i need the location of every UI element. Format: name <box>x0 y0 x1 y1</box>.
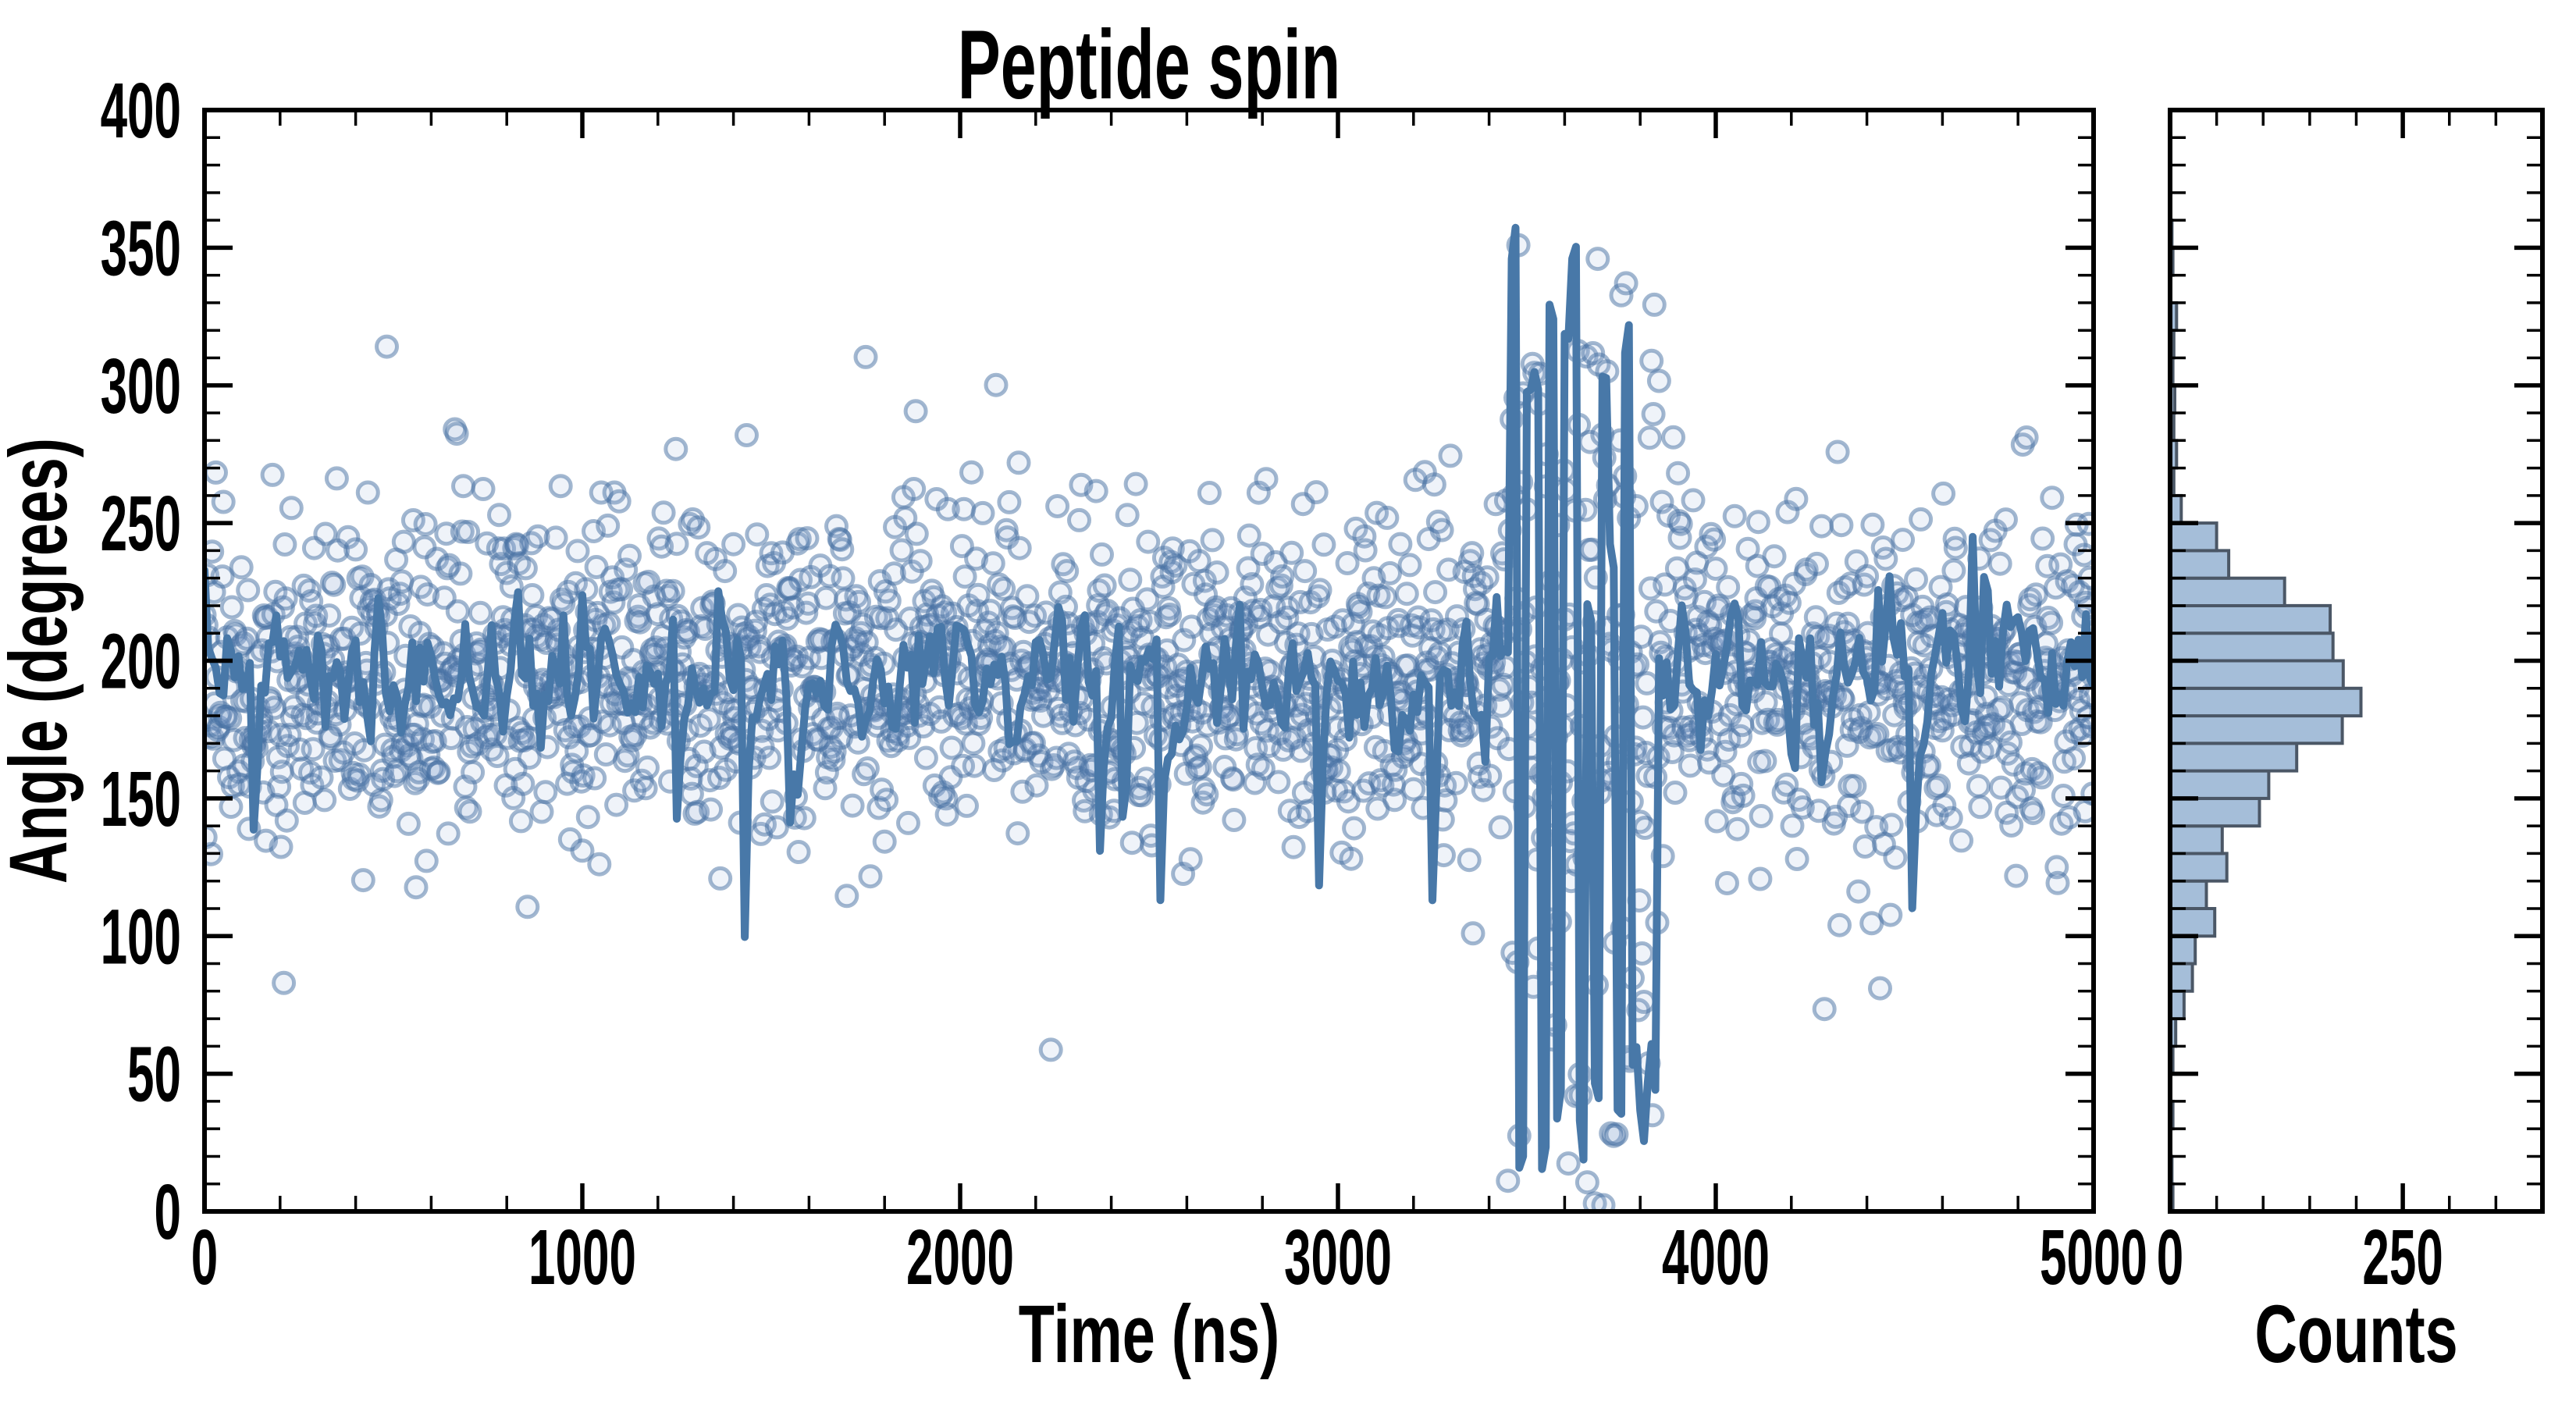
x-tick-label: 5000 <box>2040 1214 2147 1301</box>
histogram-bar <box>2169 907 2217 938</box>
x-tick-label: 0 <box>191 1214 218 1301</box>
y-tick-label: 250 <box>101 480 181 567</box>
y-tick-label: 150 <box>101 756 181 843</box>
x-tick-label-text: 3000 <box>1284 1214 1392 1301</box>
y-tick-label-text: 250 <box>101 480 181 567</box>
histogram-bars <box>2169 219 2363 1213</box>
x-tick-label-text: 4000 <box>1662 1214 1770 1301</box>
y-tick-label-text: 50 <box>127 1030 181 1118</box>
y-axis-label-text: Angle (degrees) <box>0 438 84 884</box>
histogram-bar <box>2169 631 2335 663</box>
x-axis-label-text: Time (ns) <box>1019 1289 1280 1380</box>
y-tick-label: 400 <box>101 67 181 155</box>
hist-x-axis-label: Counts <box>2254 1289 2457 1380</box>
hist-x-tick-label: 0 <box>2157 1214 2183 1301</box>
y-tick-label: 200 <box>101 617 181 705</box>
histogram-bar <box>2169 879 2208 910</box>
histogram-bar <box>2169 769 2271 800</box>
y-tick-label-text: 400 <box>101 67 181 155</box>
hist-x-tick-label-text: 0 <box>2157 1214 2183 1301</box>
histogram-bar <box>2169 852 2229 883</box>
hist-x-tick-label-text: 250 <box>2362 1214 2443 1301</box>
y-axis-label: Angle (degrees) <box>0 438 84 884</box>
histogram-bar <box>2169 603 2332 635</box>
y-tick-label: 350 <box>101 205 181 292</box>
x-axis-label: Time (ns) <box>1019 1289 1280 1380</box>
y-tick-label-text: 300 <box>101 343 181 430</box>
y-tick-label-text: 350 <box>101 205 181 292</box>
trend-line-series <box>205 223 2094 1173</box>
plot-title: Peptide spin <box>958 11 1340 119</box>
histogram-bar <box>2169 742 2299 773</box>
plot-title-text: Peptide spin <box>958 11 1340 119</box>
x-tick-label: 4000 <box>1662 1214 1770 1301</box>
x-tick-label-text: 1000 <box>528 1214 636 1301</box>
x-tick-label: 3000 <box>1284 1214 1392 1301</box>
y-tick-label: 300 <box>101 343 181 430</box>
histogram-bar <box>2169 549 2231 580</box>
histogram-bar <box>2169 714 2344 745</box>
histogram-bar <box>2169 659 2345 690</box>
histogram-bar <box>2169 824 2224 855</box>
x-tick-label-text: 0 <box>191 1214 218 1301</box>
main-plot-axes <box>202 108 2096 1214</box>
y-tick-label-text: 0 <box>155 1168 181 1256</box>
y-tick-label: 100 <box>101 893 181 980</box>
hist-x-tick-label: 250 <box>2362 1214 2443 1301</box>
histogram-axes <box>2168 108 2545 1214</box>
y-tick-label-text: 100 <box>101 893 181 980</box>
y-tick-label: 0 <box>155 1168 181 1256</box>
y-tick-label-text: 200 <box>101 617 181 705</box>
x-tick-label: 1000 <box>528 1214 636 1301</box>
histogram-bar <box>2169 962 2194 993</box>
x-tick-label-text: 5000 <box>2040 1214 2147 1301</box>
histogram-bar <box>2169 934 2197 966</box>
y-tick-label: 50 <box>127 1030 181 1118</box>
histogram-bar <box>2169 576 2286 608</box>
histogram-bar <box>2169 686 2363 718</box>
hist-x-axis-label-text: Counts <box>2254 1289 2457 1380</box>
y-tick-label-text: 150 <box>101 756 181 843</box>
x-tick-label: 2000 <box>906 1214 1014 1301</box>
x-tick-label-text: 2000 <box>906 1214 1014 1301</box>
histogram-bar <box>2169 796 2261 828</box>
histogram-bar <box>2169 521 2218 553</box>
